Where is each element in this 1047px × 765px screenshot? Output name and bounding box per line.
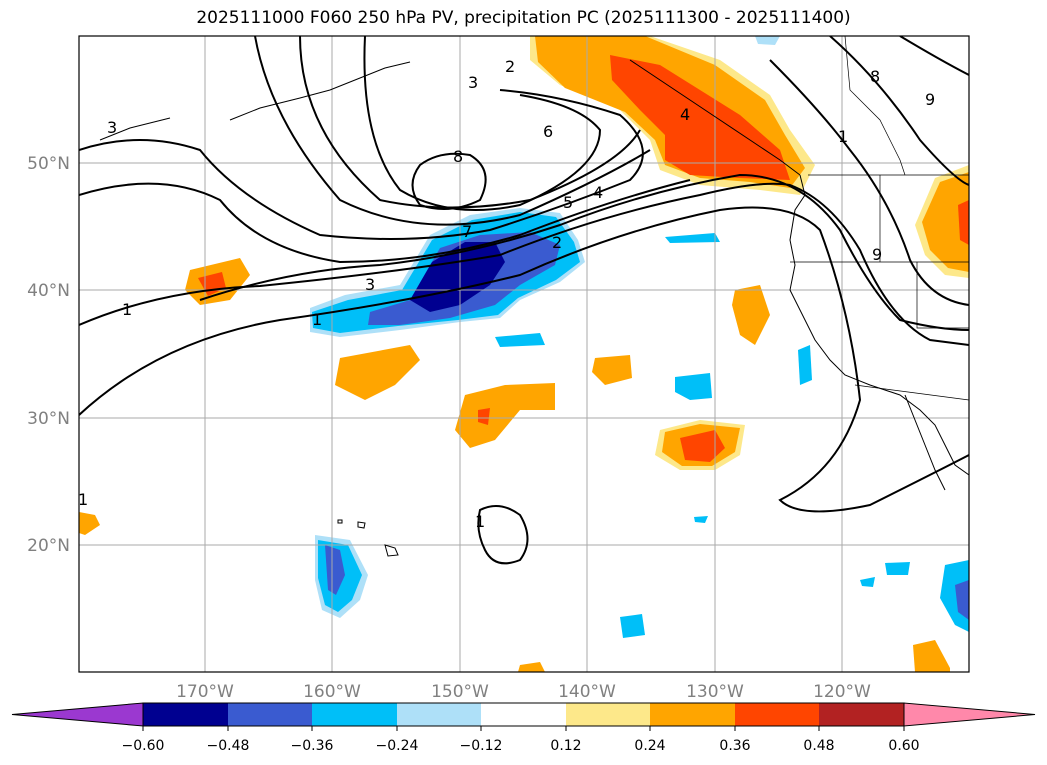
lat-label: 40°N [27, 281, 70, 301]
colorbar-tick-label: −0.36 [291, 738, 334, 754]
colorbar-segment [566, 703, 650, 726]
contour-label: 1 [312, 310, 322, 329]
contour-label: 9 [925, 90, 935, 109]
negative-precip-area [325, 545, 345, 595]
pv-contours [79, 36, 969, 565]
negative-precip-area [798, 345, 812, 385]
negative-precip-area [755, 36, 780, 45]
contour-label: 8 [870, 67, 880, 86]
negative-precip-area [860, 577, 875, 587]
lon-label: 170°W [176, 682, 234, 702]
colorbar-segment [143, 703, 228, 726]
lon-label: 150°W [431, 682, 489, 702]
positive-precip-area [732, 285, 770, 345]
positive-precip-area [610, 55, 790, 180]
map-title: 2025111000 F060 250 hPa PV, precipitatio… [196, 8, 851, 28]
lon-label: 130°W [686, 682, 744, 702]
longitude-labels: 170°W 160°W 150°W 140°W 130°W 120°W [176, 682, 871, 702]
contour-label: 8 [453, 147, 463, 166]
colorbar-segment [312, 703, 397, 726]
colorbar-tick-label: 0.36 [719, 738, 750, 754]
colorbar-segment [819, 703, 904, 726]
contour-label: 2 [552, 233, 562, 252]
contour-label: 9 [872, 245, 882, 264]
colorbar-tick-label: −0.48 [207, 738, 250, 754]
contour-label: 5 [563, 193, 573, 212]
colorbar-tick-label: −0.60 [122, 738, 165, 754]
contour-label: 6 [543, 122, 553, 141]
positive-precip-area [335, 345, 420, 400]
lon-label: 140°W [558, 682, 616, 702]
negative-precip-area [495, 333, 545, 347]
lat-label: 50°N [27, 154, 70, 174]
colorbar-segment [228, 703, 312, 726]
lon-label: 120°W [813, 682, 871, 702]
positive-precip-area [455, 383, 555, 448]
coastlines [99, 36, 969, 557]
colorbar-tick-label: −0.24 [376, 738, 419, 754]
contour-label: 3 [468, 73, 478, 92]
lat-label: 30°N [27, 409, 70, 429]
positive-precip-area [518, 662, 545, 672]
contour-label: 3 [365, 275, 375, 294]
negative-precip-area [665, 233, 720, 243]
negative-precip-area [955, 580, 969, 620]
contour-label: 1 [122, 300, 132, 319]
contour-label: 1 [78, 490, 88, 509]
colorbar-tick-label: 0.60 [888, 738, 919, 754]
colorbar-tick-label: 0.12 [550, 738, 581, 754]
contour-labels: 1 1 1 1 2 2 3 3 3 4 4 5 6 7 8 8 9 9 1 [78, 57, 935, 531]
colorbar-segment [397, 703, 481, 726]
contour-label: 4 [593, 183, 603, 202]
colorbar-extend-high [903, 702, 1036, 727]
positive-precip-area [478, 408, 490, 425]
colorbar: −0.60 −0.48 −0.36 −0.24 −0.12 0.12 0.24 … [11, 702, 1036, 754]
contour-label: 3 [107, 118, 117, 137]
contour-label: 1 [475, 512, 485, 531]
colorbar-segment [650, 703, 735, 726]
lon-label: 160°W [303, 682, 361, 702]
positive-precip-area [79, 512, 100, 535]
graticule [79, 36, 969, 672]
colorbar-tick-label: 0.48 [803, 738, 834, 754]
positive-precip-area [592, 355, 632, 385]
colorbar-segment [735, 703, 819, 726]
positive-precip-area [958, 200, 969, 245]
lat-label: 20°N [27, 536, 70, 556]
negative-precip-area [620, 614, 645, 638]
positive-precip-area [913, 640, 950, 672]
contour-label: 7 [462, 222, 472, 241]
negative-precip-area [885, 562, 910, 575]
negative-precip-area [694, 516, 708, 523]
positive-precip-area [922, 172, 969, 272]
contour-label: 2 [505, 57, 515, 76]
colorbar-segment [481, 703, 566, 726]
latitude-labels: 50°N 40°N 30°N 20°N [27, 154, 70, 556]
map-frame [78, 35, 970, 673]
negative-precip-area [675, 373, 712, 400]
contour-label: 1 [838, 127, 848, 146]
colorbar-tick-label: 0.24 [634, 738, 665, 754]
colorbar-tick-label: −0.12 [460, 738, 503, 754]
map-panel: 1 1 1 1 2 2 3 3 3 4 4 5 6 7 8 8 9 9 1 [78, 35, 970, 673]
positive-precip-area [680, 430, 725, 462]
contour-label: 4 [680, 105, 690, 124]
colorbar-extend-low [11, 702, 144, 727]
